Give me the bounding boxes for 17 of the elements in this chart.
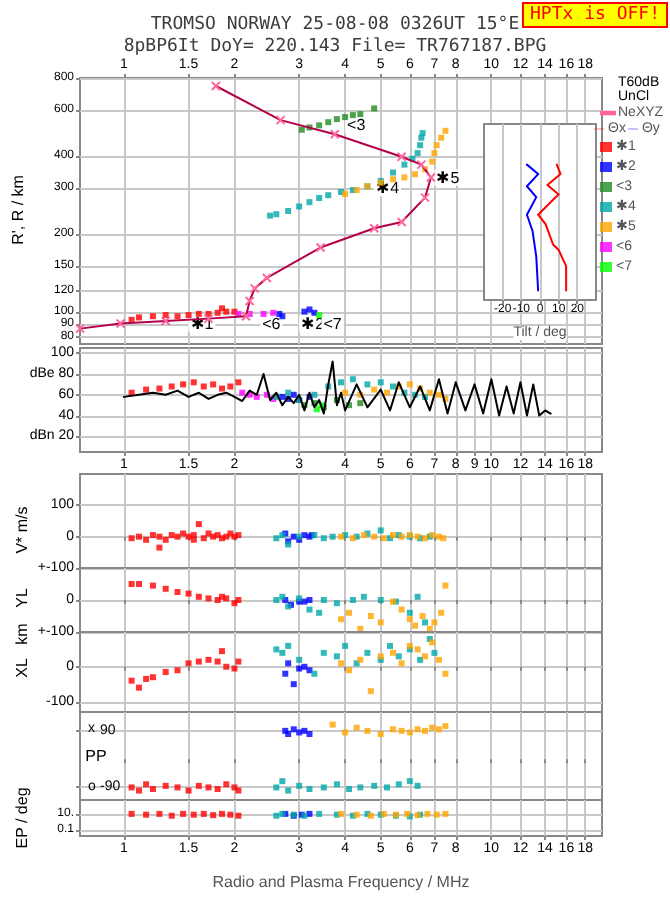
annotation: ✱5: [436, 168, 461, 187]
y-axis-title: XL: [13, 657, 31, 678]
annotation: <6: [262, 314, 282, 333]
annotation: ✱2: [301, 314, 326, 333]
y-axis-title: V* m/s: [13, 506, 31, 554]
y-axis-title: YL: [13, 587, 31, 608]
y-axis-title: EP / deg: [13, 787, 31, 849]
y-axis-title: R', R / km: [9, 174, 27, 245]
x-axis-title: Radio and Plasma Frequency / MHz: [212, 873, 470, 891]
annotation: ✱4: [376, 179, 401, 198]
chart-subtitle: 8pBP6It DoY= 220.143 File= TR767187.BPG: [123, 37, 547, 57]
chart-title: TROMSO NORWAY 25-08-08 0326UT 15°E: [150, 15, 520, 35]
annotation: <3: [347, 116, 367, 135]
text: HPTx is OFF!: [529, 5, 661, 25]
annotation: <7: [323, 314, 343, 333]
text: km: [13, 622, 31, 645]
y-axis-title: PP: [85, 747, 107, 765]
